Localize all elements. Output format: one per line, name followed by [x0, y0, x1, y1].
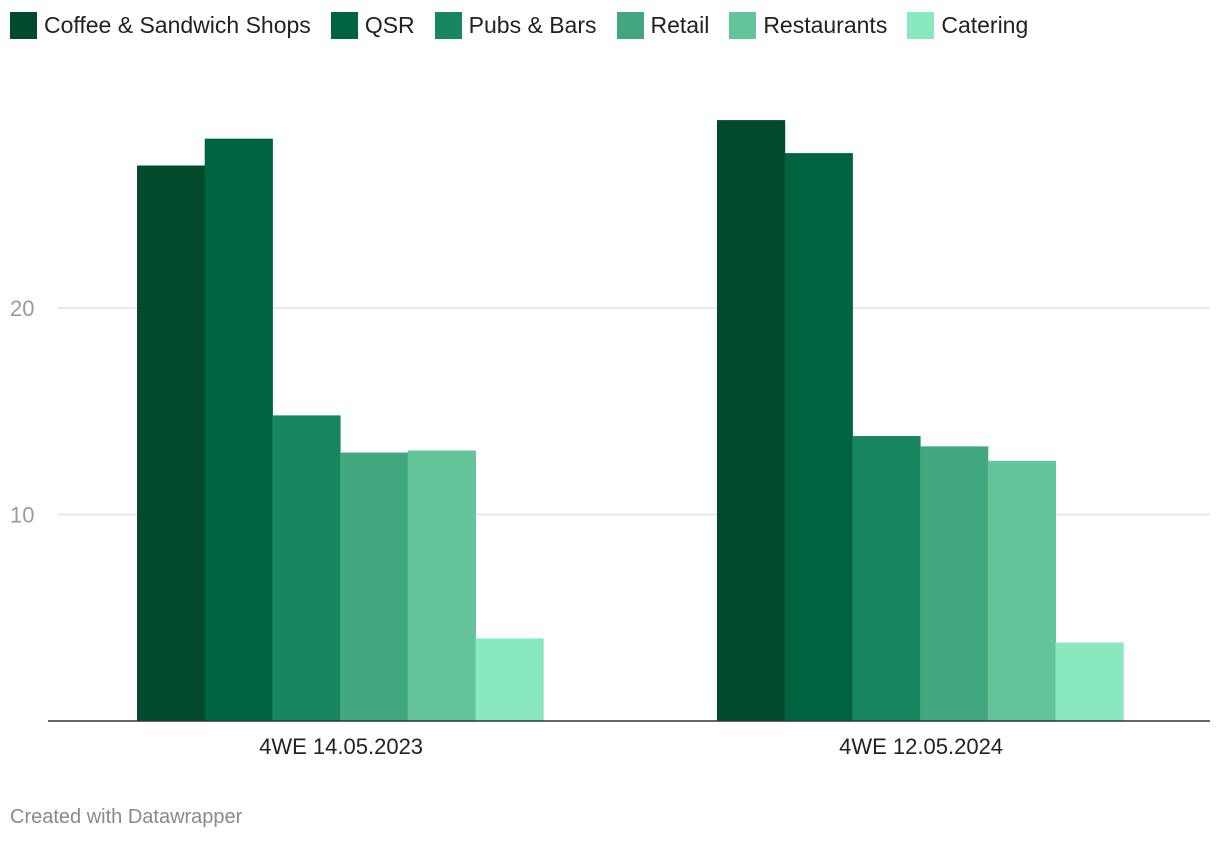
legend-swatch [434, 12, 462, 39]
bar [475, 638, 544, 721]
y-tick-label: 20 [10, 296, 34, 321]
legend-label: Restaurants [763, 12, 888, 38]
bar [1055, 642, 1124, 721]
legend-swatch [907, 12, 935, 39]
legend-label: QSR [364, 12, 415, 38]
bar [784, 153, 853, 721]
legend-item: Coffee & Sandwich Shops [10, 12, 311, 39]
bar [204, 138, 273, 722]
bar [272, 415, 341, 721]
legend-item: Retail [616, 12, 710, 39]
legend-item: Pubs & Bars [434, 12, 597, 39]
x-category-label: 4WE 14.05.2023 [259, 734, 423, 759]
legend-label: Catering [941, 12, 1029, 38]
legend-label: Pubs & Bars [468, 12, 597, 38]
bar [137, 165, 206, 721]
legend-swatch [729, 12, 757, 39]
bar [340, 452, 409, 721]
bar [407, 450, 476, 721]
legend-item: Catering [907, 12, 1028, 39]
legend-swatch [330, 12, 358, 39]
datawrapper-credit: Created with Datawrapper [10, 806, 243, 828]
bar [852, 436, 921, 721]
legend-item: Restaurants [729, 12, 887, 39]
y-tick-label: 10 [10, 503, 34, 528]
legend-label: Retail [650, 12, 710, 38]
bar [987, 460, 1056, 721]
bar [717, 120, 786, 721]
legend-swatch [616, 12, 644, 39]
bar [920, 446, 989, 721]
legend-item: QSR [330, 12, 415, 39]
legend-swatch [10, 12, 37, 39]
x-category-label: 4WE 12.05.2024 [839, 734, 1003, 759]
chart-legend: Coffee & Sandwich Shops QSR Pubs & Bars Ret… [10, 12, 1048, 39]
legend-label: Coffee & Sandwich Shops [44, 12, 311, 38]
